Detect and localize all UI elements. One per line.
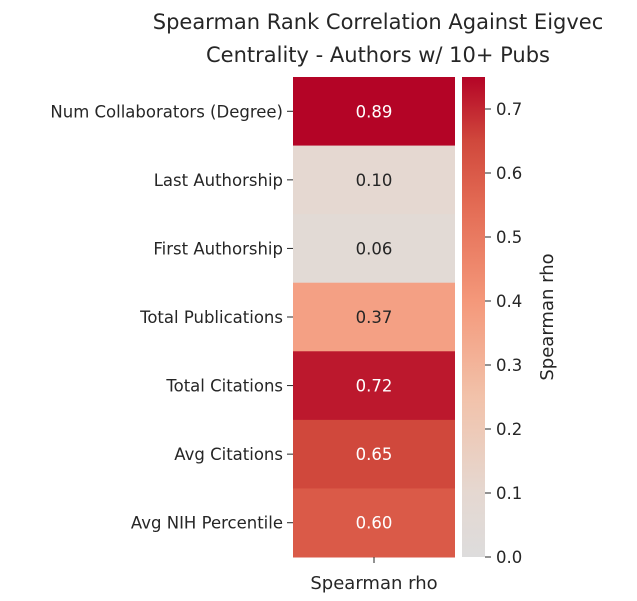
y-tick-label: Avg NIH Percentile bbox=[131, 514, 283, 533]
heatmap-cell bbox=[293, 351, 455, 421]
y-tick-label: First Authorship bbox=[153, 239, 283, 258]
colorbar-tick-label: 0.6 bbox=[496, 164, 522, 183]
heatmap-cell-value: 0.89 bbox=[356, 102, 393, 121]
heatmap-cells: 0.89 0.10 0.06 0.37 0.72 0.65 0.60 bbox=[293, 77, 455, 558]
colorbar-tick-label: 0.2 bbox=[496, 420, 522, 439]
heatmap-cell bbox=[293, 488, 455, 558]
row-labels: Num Collaborators (Degree) Last Authorshi… bbox=[50, 102, 293, 533]
colorbar-gradient bbox=[462, 77, 485, 557]
colorbar-tick-label: 0.7 bbox=[496, 100, 522, 119]
heatmap-cell bbox=[293, 145, 455, 215]
heatmap-cell bbox=[293, 77, 455, 147]
x-axis: Spearman rho bbox=[310, 557, 438, 594]
heatmap-cell-value: 0.72 bbox=[356, 377, 393, 396]
heatmap-cell-value: 0.06 bbox=[356, 239, 393, 258]
colorbar-tick-label: 0.1 bbox=[496, 484, 522, 503]
colorbar-label: Spearman rho bbox=[537, 253, 558, 380]
heatmap-cell-value: 0.60 bbox=[356, 514, 393, 533]
colorbar: 0.0 0.1 0.2 0.3 0.4 0.5 0.6 0.7 Spearman rho bbox=[462, 77, 558, 567]
x-tick-label: Spearman rho bbox=[310, 573, 437, 594]
heatmap-cell-value: 0.37 bbox=[356, 308, 393, 327]
heatmap-cell-value: 0.10 bbox=[356, 171, 393, 190]
y-tick-label: Num Collaborators (Degree) bbox=[50, 102, 283, 121]
colorbar-tick-label: 0.0 bbox=[496, 548, 522, 567]
chart-title-line-1: Spearman Rank Correlation Against Eigvec bbox=[153, 10, 604, 34]
chart-title-line-2: Centrality - Authors w/ 10+ Pubs bbox=[206, 43, 550, 67]
y-tick-label: Total Citations bbox=[165, 377, 283, 396]
heatmap-cell-value: 0.65 bbox=[356, 445, 393, 464]
heatmap-cell bbox=[293, 214, 455, 284]
colorbar-tick-label: 0.3 bbox=[496, 356, 522, 375]
colorbar-tick-label: 0.4 bbox=[496, 292, 522, 311]
y-tick-label: Total Publications bbox=[139, 308, 283, 327]
heatmap-cell bbox=[293, 419, 455, 489]
y-tick-label: Avg Citations bbox=[174, 445, 283, 464]
colorbar-tick-label: 0.5 bbox=[496, 228, 522, 247]
y-tick-label: Last Authorship bbox=[154, 171, 283, 190]
colorbar-ticks: 0.0 0.1 0.2 0.3 0.4 0.5 0.6 0.7 bbox=[485, 100, 522, 567]
heatmap-cell bbox=[293, 282, 455, 352]
